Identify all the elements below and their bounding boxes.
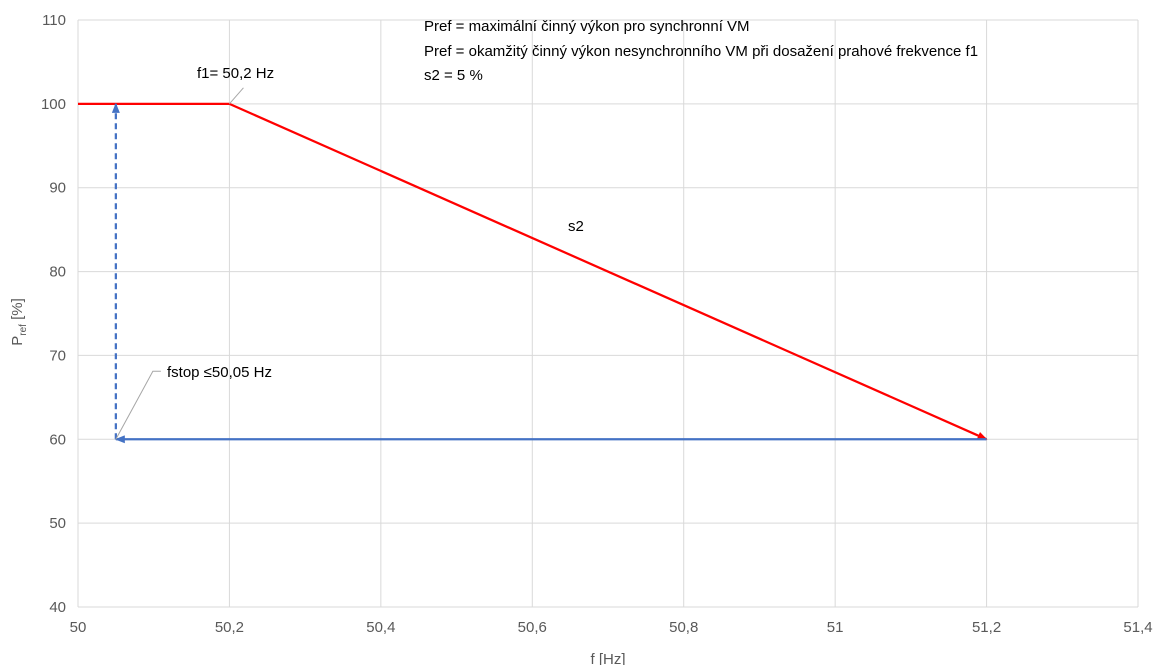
- fstop-annotation: fstop ≤50,05 Hz: [167, 364, 272, 381]
- y-tick-label: 100: [41, 96, 66, 113]
- x-tick-label: 50,4: [366, 619, 395, 636]
- f1-annotation: f1= 50,2 Hz: [197, 65, 274, 82]
- y-tick-label: 40: [49, 599, 66, 616]
- y-tick-label: 60: [49, 431, 66, 448]
- note-line-2: Pref = okamžitý činný výkon nesynchronní…: [424, 43, 978, 60]
- data-series: [78, 102, 988, 444]
- x-axis-title: f [Hz]: [590, 651, 625, 665]
- s2-slope-label: s2: [568, 218, 584, 235]
- y-tick-label: 110: [42, 12, 66, 29]
- y-tick-label: 50: [49, 515, 66, 532]
- x-tick-label: 50: [70, 619, 87, 636]
- note-line-3: s2 = 5 %: [424, 67, 483, 84]
- x-tick-label: 50,6: [518, 619, 547, 636]
- y-tick-labels: 40 50 60 70 80 90 100 110: [41, 12, 66, 616]
- y-axis-title-main: P: [9, 336, 26, 346]
- fstop-leader-line: [115, 370, 161, 440]
- f1-leader-line: [229, 87, 244, 105]
- x-tick-label: 51,2: [972, 619, 1001, 636]
- x-tick-label: 51: [827, 619, 844, 636]
- legend-note: Pref = maximální činný výkon pro synchro…: [424, 18, 978, 84]
- y-tick-label: 90: [49, 180, 66, 197]
- note-line-1: Pref = maximální činný výkon pro synchro…: [424, 18, 750, 35]
- y-axis-title-tail: [%]: [9, 298, 26, 324]
- x-tick-labels: 50 50,2 50,4 50,6 50,8 51 51,2 51,4: [70, 619, 1153, 636]
- y-axis-title-sub: ref: [18, 324, 29, 336]
- x-tick-label: 50,8: [669, 619, 698, 636]
- x-tick-label: 50,2: [215, 619, 244, 636]
- red-solid-arrow-line: [228, 102, 988, 441]
- y-axis-title: Pref [%]: [9, 298, 29, 346]
- x-tick-label: 51,4: [1123, 619, 1152, 636]
- y-tick-label: 70: [49, 347, 66, 364]
- y-tick-label: 80: [49, 264, 66, 281]
